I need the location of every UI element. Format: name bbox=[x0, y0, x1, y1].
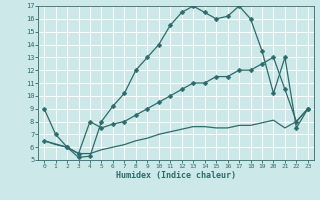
X-axis label: Humidex (Indice chaleur): Humidex (Indice chaleur) bbox=[116, 171, 236, 180]
